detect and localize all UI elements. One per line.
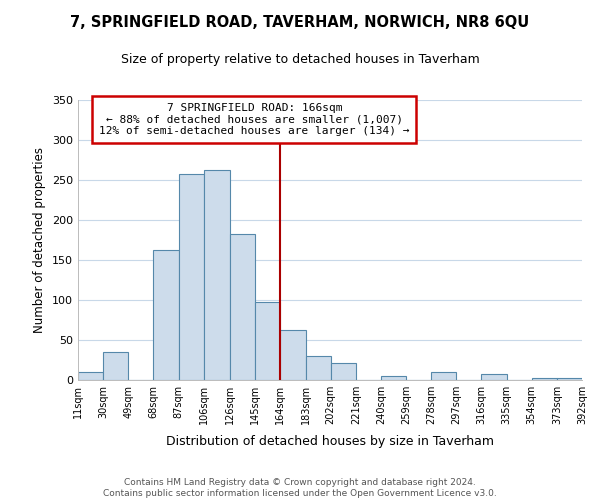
Bar <box>331 363 356 380</box>
Bar <box>203 170 230 380</box>
Bar <box>230 234 255 380</box>
X-axis label: Distribution of detached houses by size in Taverham: Distribution of detached houses by size … <box>166 436 494 448</box>
Bar <box>481 374 506 380</box>
Text: Contains HM Land Registry data © Crown copyright and database right 2024.
Contai: Contains HM Land Registry data © Crown c… <box>103 478 497 498</box>
Text: Size of property relative to detached houses in Taverham: Size of property relative to detached ho… <box>121 52 479 66</box>
Bar <box>431 372 457 380</box>
Y-axis label: Number of detached properties: Number of detached properties <box>34 147 46 333</box>
Bar <box>154 250 179 380</box>
Bar <box>557 378 582 380</box>
Bar <box>381 376 406 380</box>
Text: 7 SPRINGFIELD ROAD: 166sqm
← 88% of detached houses are smaller (1,007)
12% of s: 7 SPRINGFIELD ROAD: 166sqm ← 88% of deta… <box>99 103 410 136</box>
Bar <box>255 302 280 380</box>
Bar <box>103 352 128 380</box>
Text: 7, SPRINGFIELD ROAD, TAVERHAM, NORWICH, NR8 6QU: 7, SPRINGFIELD ROAD, TAVERHAM, NORWICH, … <box>70 15 530 30</box>
Bar <box>78 372 103 380</box>
Bar <box>305 356 331 380</box>
Bar <box>280 330 305 380</box>
Bar <box>179 174 203 380</box>
Bar <box>532 378 557 380</box>
